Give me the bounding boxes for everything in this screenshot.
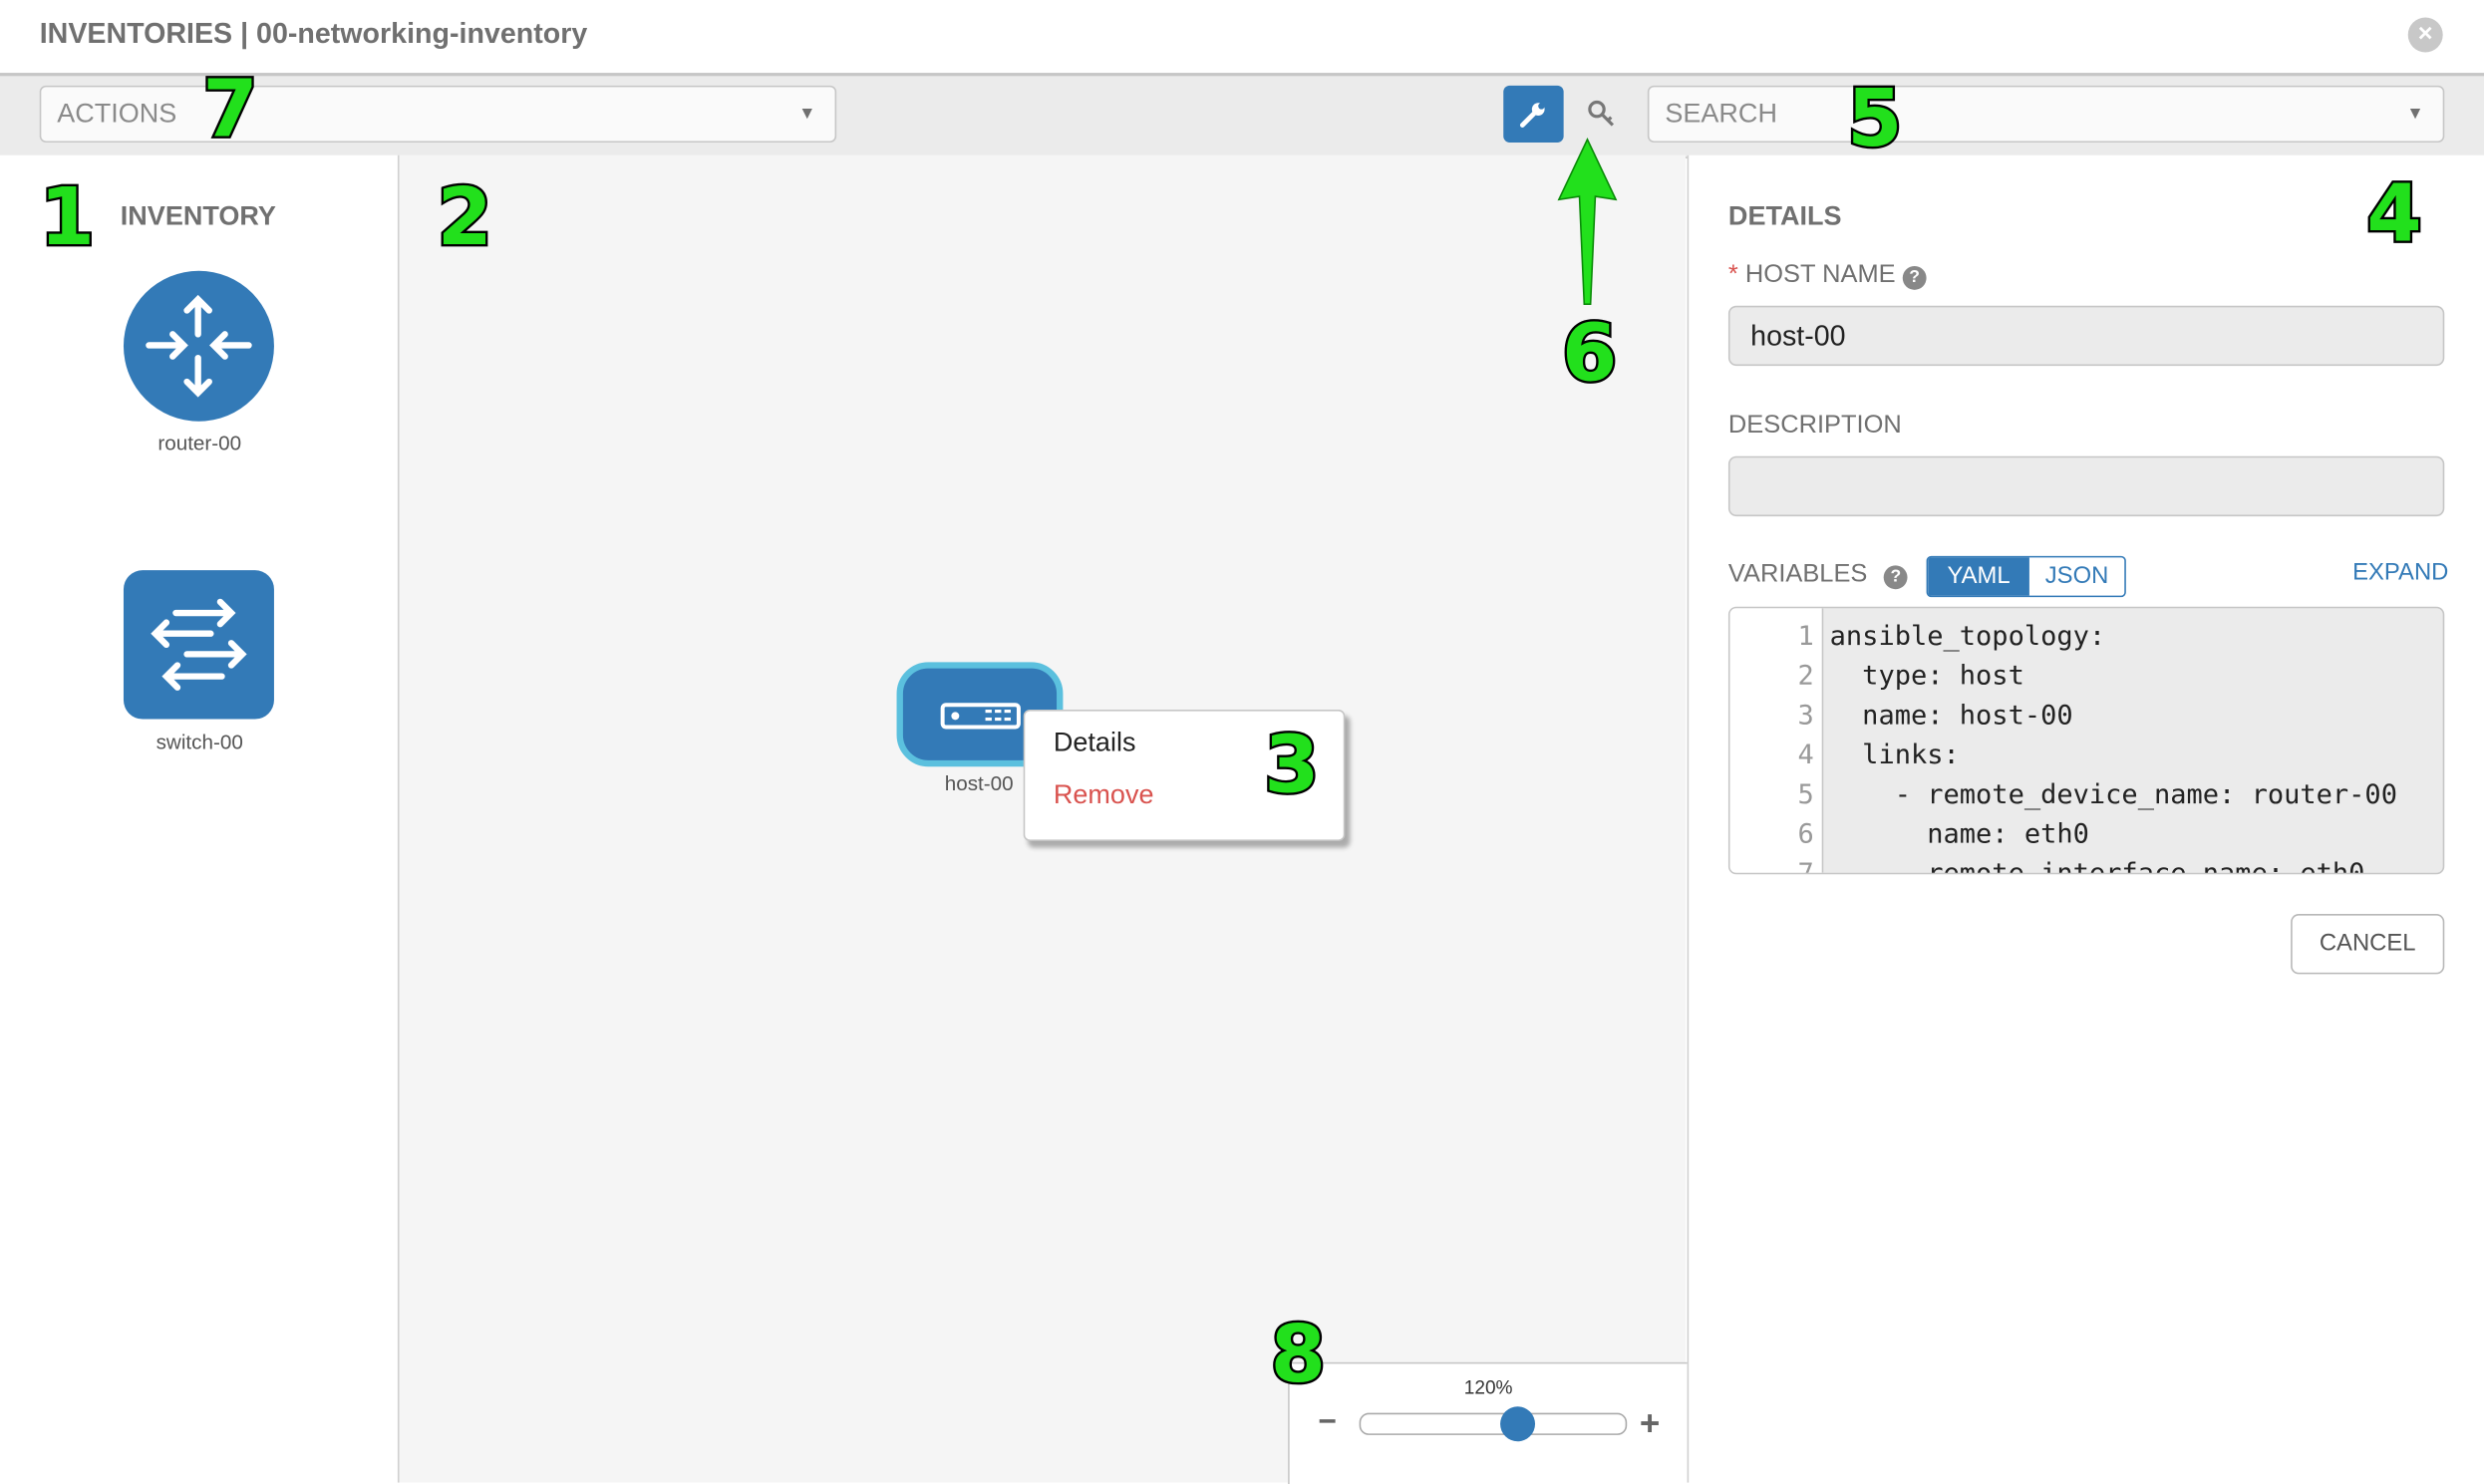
annotation-6: 6 [1560,305,1620,402]
zoom-control: 120% − + [1288,1361,1688,1484]
line-text: ansible_topology: [1829,621,2106,653]
variables-editor[interactable]: 1 ansible_topology: 2 type: host 3 name: ho… [1727,606,2445,875]
chevron-down-icon: ▼ [798,104,816,124]
description-label: DESCRIPTION [1727,412,1902,440]
expand-link[interactable]: EXPAND [2352,559,2449,587]
router-icon [146,294,252,398]
host-label: host-00 [944,770,1014,795]
close-icon[interactable]: × [2407,17,2443,53]
line-text: name: eth0 [1829,818,2089,851]
chevron-down-icon: ▼ [2406,104,2424,124]
actions-placeholder: ACTIONS [57,98,177,129]
line-text: remote_interface_name: eth0 [1829,858,2365,875]
inventory-heading: INVENTORY [120,200,276,232]
zoom-level-label: 120% [1463,1376,1513,1399]
format-toggle: YAML JSON [1926,555,2126,598]
line-text: links: [1829,740,1960,771]
annotation-4: 4 [2364,165,2424,262]
zoom-out-button[interactable]: − [1318,1404,1337,1440]
annotation-5: 5 [1845,71,1905,167]
switch-icon [151,598,247,691]
line-number: 7 [1797,858,1814,875]
line-number: 3 [1797,700,1814,733]
zoom-slider[interactable] [1359,1412,1628,1435]
line-text: name: host-00 [1829,700,2073,733]
line-number: 1 [1797,621,1814,653]
annotation-8: 8 [1268,1306,1328,1402]
line-number-gutter [1729,608,1824,873]
context-menu: Details Remove [1023,710,1346,841]
help-icon[interactable]: ? [1902,266,1927,290]
switch-item[interactable] [123,570,274,720]
host-name-label-text: HOST NAME [1744,261,1896,289]
host-name-label: * HOST NAME ? [1728,261,1927,290]
host-name-input[interactable]: host-00 [1727,305,2445,367]
annotation-3: 3 [1262,717,1322,813]
router-label: router-00 [157,431,242,455]
switch-label: switch-00 [155,730,243,754]
description-input[interactable] [1727,455,2445,517]
wrench-icon [1519,103,1545,128]
server-icon [940,703,1021,730]
search-dropdown[interactable]: SEARCH ▼ [1647,85,2445,144]
router-item[interactable] [123,270,274,422]
zoom-slider-handle[interactable] [1500,1406,1536,1442]
annotation-7: 7 [200,61,260,157]
line-number: 2 [1797,660,1814,693]
details-heading: DETAILS [1727,200,1842,232]
line-text: - remote_device_name: router-00 [1829,778,2397,811]
key-icon [1588,100,1615,127]
menu-item-remove[interactable]: Remove [1053,778,1154,810]
actions-dropdown[interactable]: ACTIONS ▼ [39,85,837,144]
search-placeholder: SEARCH [1665,98,1777,129]
zoom-in-button[interactable]: + [1639,1403,1661,1443]
variables-label-text: VARIABLES [1727,560,1868,588]
line-number: 5 [1797,778,1814,811]
wrench-button[interactable] [1503,85,1564,144]
help-icon[interactable]: ? [1884,565,1908,590]
annotation-2: 2 [435,168,494,265]
key-button[interactable] [1572,86,1632,143]
menu-item-details[interactable]: Details [1053,727,1136,757]
line-number: 4 [1797,740,1814,771]
required-mark: * [1727,261,1738,289]
annotation-arrow-icon [1557,138,1618,305]
page-title: INVENTORIES | 00-networking-inventory [39,17,588,50]
annotation-1: 1 [37,168,97,265]
yaml-toggle[interactable]: YAML [1928,557,2029,596]
json-toggle[interactable]: JSON [2044,562,2109,590]
variables-label: VARIABLES ? [1728,561,1908,590]
line-number: 6 [1797,818,1814,851]
cancel-button[interactable]: CANCEL [2291,914,2445,975]
line-text: type: host [1829,660,2024,693]
